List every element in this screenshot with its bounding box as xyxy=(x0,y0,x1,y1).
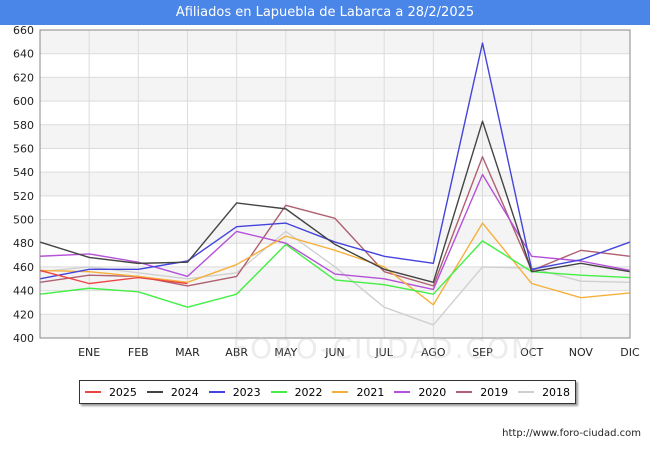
x-tick-label: FEB xyxy=(128,346,149,359)
y-tick-label: 460 xyxy=(13,261,34,274)
legend-item-2021: 2021 xyxy=(332,386,384,399)
series-line-2023 xyxy=(39,42,631,280)
y-tick-label: 500 xyxy=(13,214,34,227)
legend-swatch xyxy=(518,391,535,393)
legend-item-2024: 2024 xyxy=(146,385,199,399)
x-tick-label: OCT xyxy=(520,346,543,359)
legend-label: 2025 xyxy=(108,385,137,399)
legend-label: 2021 xyxy=(356,385,385,399)
legend-item-2025: 2025 xyxy=(84,385,137,399)
legend-swatch xyxy=(84,391,101,393)
legend-label: 2020 xyxy=(418,385,447,399)
legend-swatch xyxy=(270,391,287,393)
x-tick-label: DIC xyxy=(620,346,640,359)
y-tick-label: 540 xyxy=(13,166,34,179)
legend-item-2023: 2023 xyxy=(208,385,261,399)
x-tick-label: ENE xyxy=(78,346,100,359)
y-tick-label: 400 xyxy=(13,332,34,345)
legend-swatch xyxy=(456,391,473,393)
x-tick-label: SEP xyxy=(472,346,493,359)
y-tick-label: 420 xyxy=(13,308,34,321)
legend-item-2019: 2019 xyxy=(456,386,508,399)
legend-label: 2023 xyxy=(232,385,261,399)
y-tick-label: 640 xyxy=(13,48,34,61)
series-line-2025 xyxy=(39,269,188,285)
x-axis: ENE FEB MAR ABR MAY JUN JUL AGO SEP OCT NOV DIC xyxy=(78,346,640,359)
x-tick-label: ABR xyxy=(225,346,248,359)
series-lines xyxy=(39,42,631,326)
legend-label: 2018 xyxy=(542,385,571,399)
y-axis: 400 420 440 460 480 500 520 540 560 580 600 620 640 6… xyxy=(13,24,34,345)
legend-swatch xyxy=(332,391,349,393)
legend-item-2020: 2020 xyxy=(394,386,446,399)
legend-label: 2024 xyxy=(170,385,199,399)
series-line-2021 xyxy=(39,222,631,306)
y-tick-label: 620 xyxy=(13,71,34,84)
y-tick-label: 660 xyxy=(13,24,34,37)
legend-item-2022: 2022 xyxy=(270,385,323,399)
y-tick-label: 580 xyxy=(13,119,34,132)
x-tick-label: NOV xyxy=(569,346,594,359)
chart-title: Afiliados en Lapuebla de Labarca a 28/2/… xyxy=(0,0,650,25)
legend-swatch xyxy=(146,391,163,393)
y-tick-label: 480 xyxy=(13,237,34,250)
legend-swatch xyxy=(394,391,411,393)
y-tick-label: 520 xyxy=(13,190,34,203)
legend: 2025 2024 2023 2022 2021 2020 2019 2018 xyxy=(79,380,576,404)
series-line-2020 xyxy=(39,173,631,291)
watermark: FORO-CIUDAD.COM xyxy=(232,332,538,365)
x-tick-label: JUL xyxy=(374,346,393,359)
x-tick-label: MAR xyxy=(175,346,200,359)
y-tick-label: 560 xyxy=(13,142,34,155)
x-tick-label: AGO xyxy=(421,346,446,359)
legend-label: 2019 xyxy=(480,385,509,399)
plot-border xyxy=(39,29,631,339)
legend-item-2018: 2018 xyxy=(518,386,570,399)
y-tick-label: 440 xyxy=(13,285,34,298)
legend-swatch xyxy=(208,391,225,393)
x-tick-label: JUN xyxy=(324,346,345,359)
legend-label: 2022 xyxy=(294,385,323,399)
plot-frame xyxy=(39,29,631,339)
footer-url: http://www.foro-ciudad.com xyxy=(502,428,641,439)
x-tick-label: MAY xyxy=(274,346,297,359)
series-line-2024 xyxy=(39,120,631,284)
y-tick-label: 600 xyxy=(13,95,34,108)
